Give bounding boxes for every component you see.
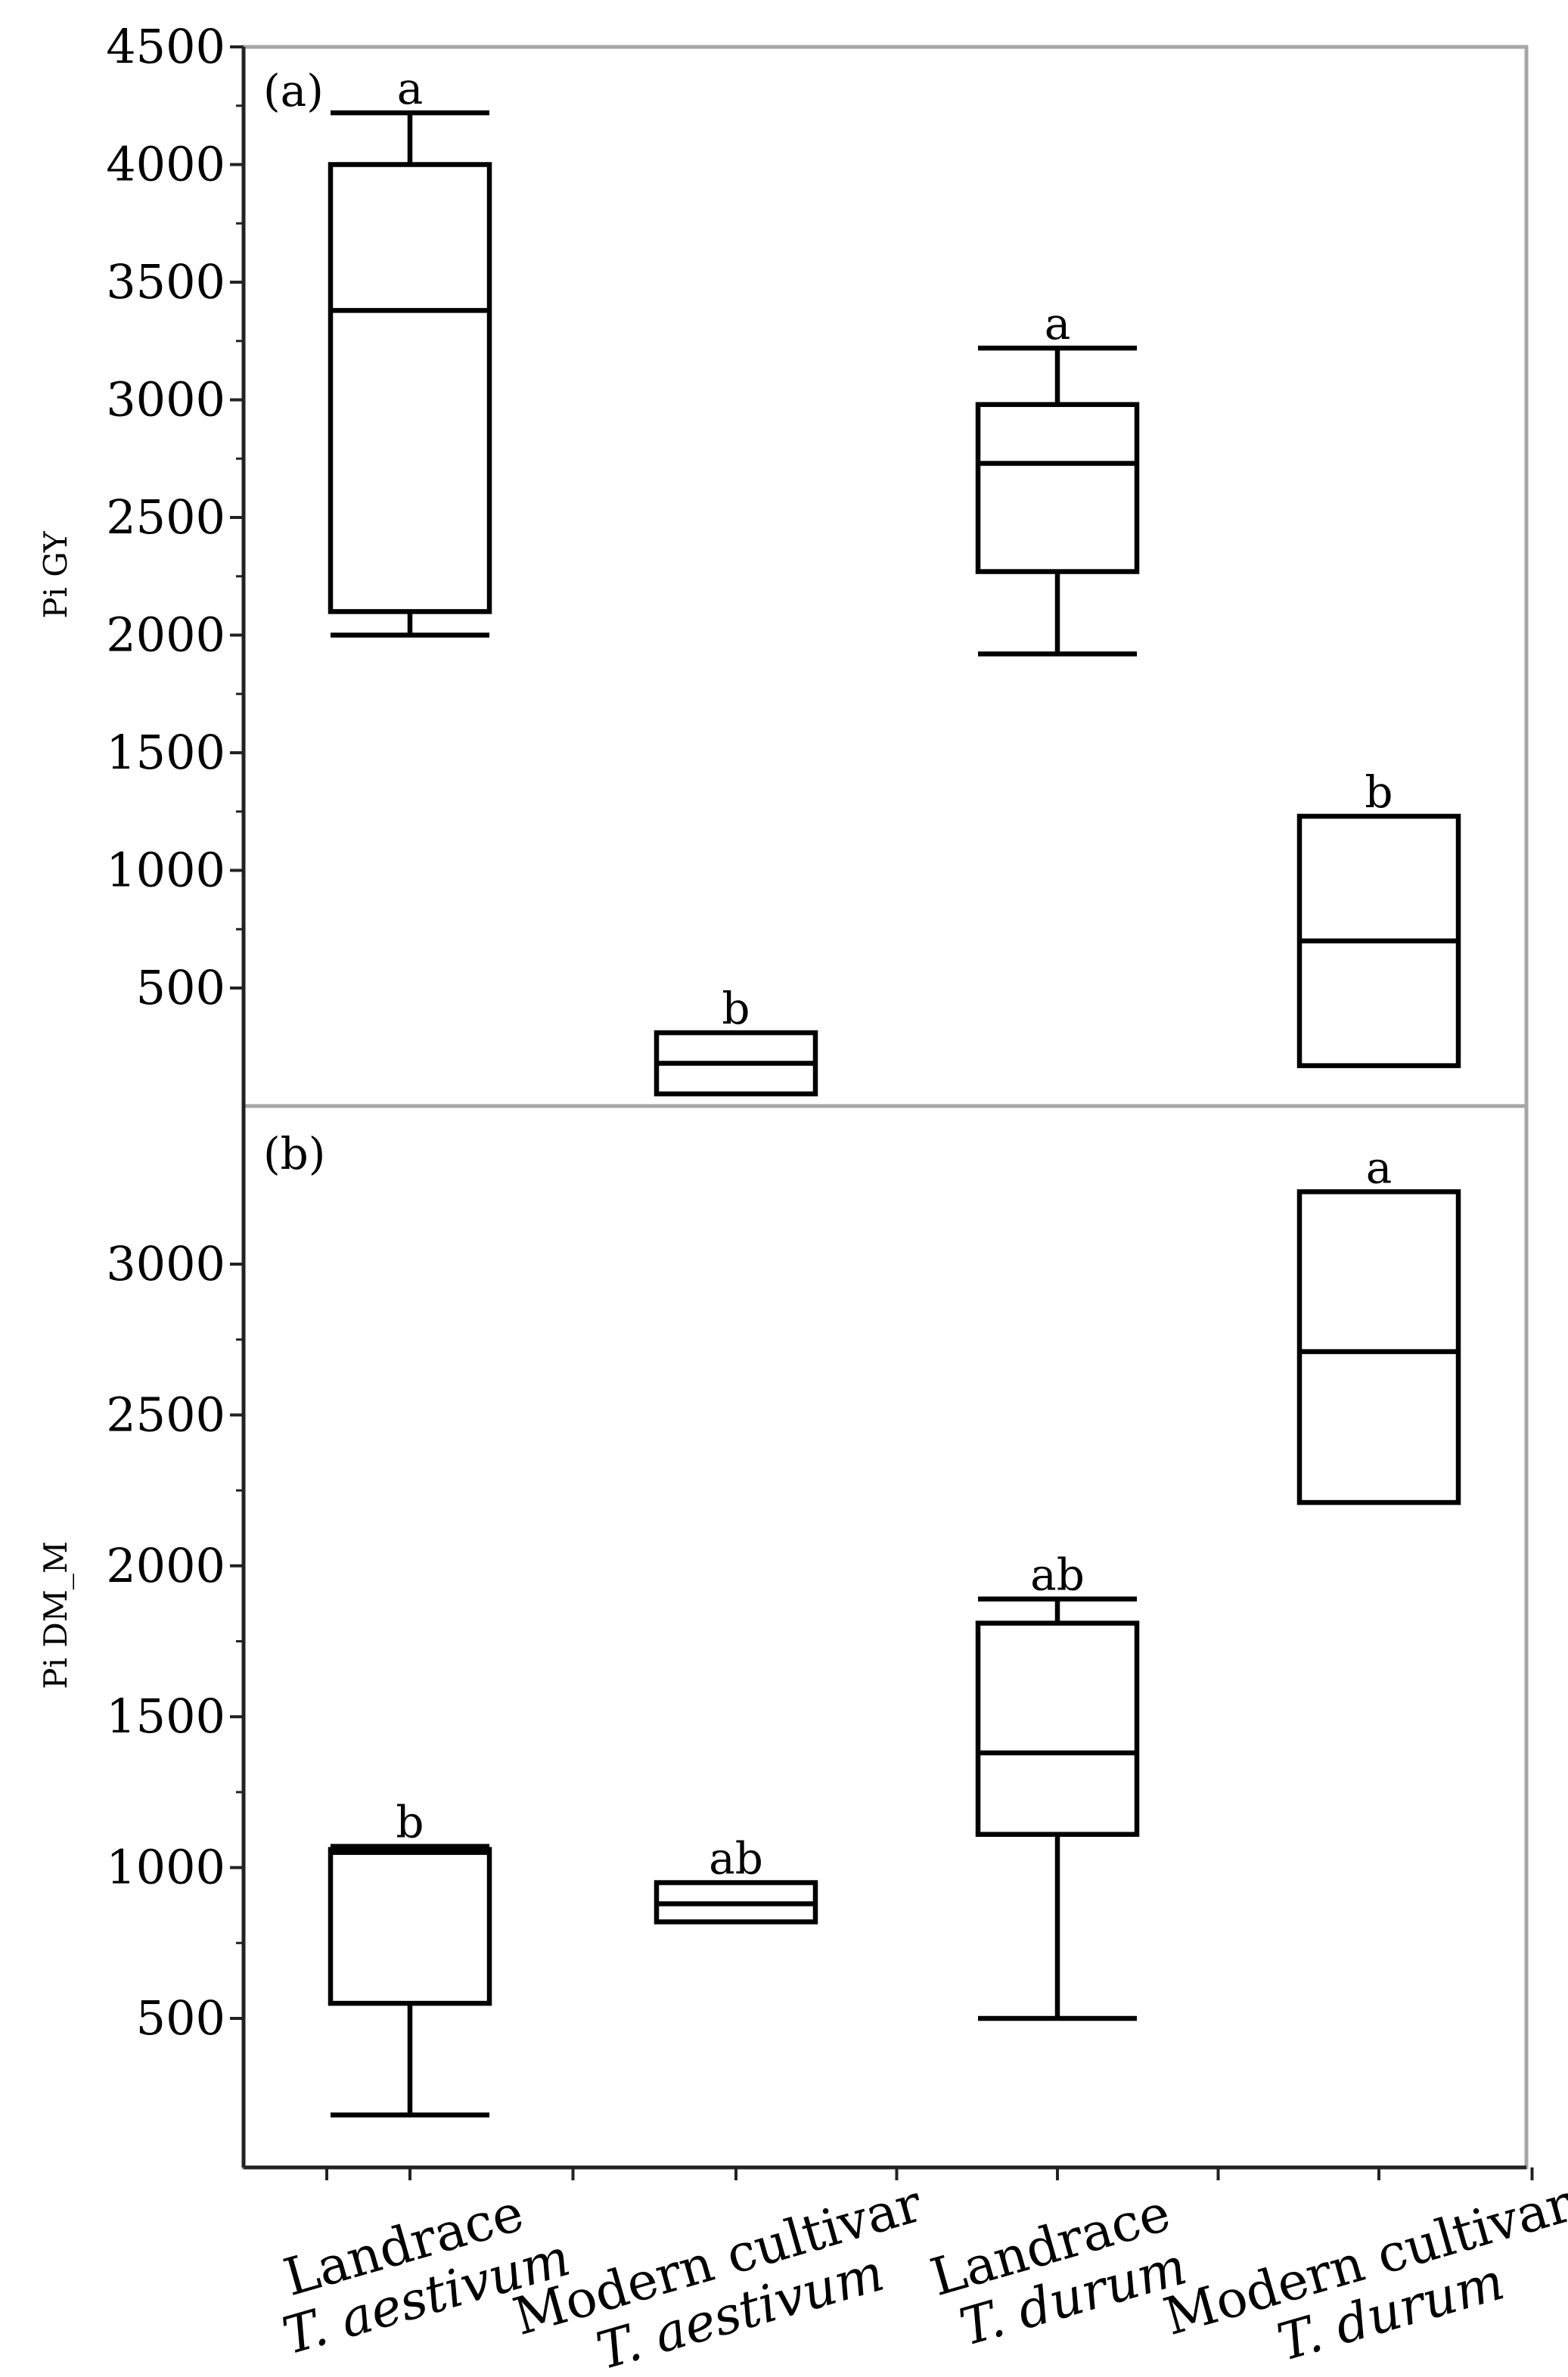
panel-b-y-tick-label: 3000 [106, 1236, 225, 1291]
panel-a-y-tick-label: 3500 [106, 254, 225, 309]
box-iqr [1296, 1189, 1461, 1505]
panel-b-frame [241, 1104, 1529, 2170]
panel-a-y-tick-label: 2000 [106, 607, 225, 663]
panel-b-box-2: ab [654, 1833, 818, 1925]
significance-label: a [1366, 1142, 1393, 1193]
panel-a-y-axis-label: Pi GY [37, 530, 74, 619]
panel-a-box-4: b [1296, 766, 1461, 1068]
panel-b-y-tick-label: 1000 [106, 1840, 225, 1895]
panel-b-y-tick-label: 500 [136, 1990, 225, 2046]
box-iqr [328, 162, 492, 614]
panel-b-box-4: a [1296, 1142, 1461, 1505]
panel-b-y-tick-label: 2000 [106, 1538, 225, 1593]
significance-label: a [1045, 298, 1071, 350]
box-iqr [975, 402, 1140, 574]
box-iqr [975, 1620, 1140, 1837]
panel-b-box-1: b [328, 1797, 492, 2118]
box-iqr [328, 1847, 492, 2006]
panel-a-box-3: a [975, 298, 1140, 657]
panel-a-y-tick-label: 4500 [106, 19, 225, 74]
significance-label: b [396, 1797, 424, 1848]
significance-label: a [397, 63, 424, 114]
panel-b-y-axis-label: Pi DM_M [37, 1541, 74, 1689]
panel-a-y-tick-label: 3000 [106, 372, 225, 427]
panel-a-label: (a) [263, 65, 324, 117]
significance-label: b [1365, 766, 1393, 818]
panel-a-box-2: b [654, 983, 818, 1097]
significance-label: b [722, 983, 750, 1034]
panel-b-y-tick-label: 1500 [106, 1689, 225, 1744]
panel-a-box-1: a [328, 63, 492, 638]
panel-a-y-tick-label: 4000 [106, 137, 225, 192]
significance-label: ab [709, 1833, 763, 1885]
panel-b-box-3: ab [975, 1549, 1140, 2021]
panel-a-y-tick-label: 500 [136, 960, 225, 1015]
panel-b-y-tick-label: 2500 [106, 1387, 225, 1442]
panel-a-y-tick-label: 1000 [106, 843, 225, 898]
panel-b-label: (b) [263, 1128, 325, 1179]
significance-label: ab [1030, 1549, 1085, 1601]
panel-a-y-tick-label: 1500 [106, 725, 225, 780]
panel-a-frame [241, 45, 1529, 1108]
panel-a-y-tick-label: 2500 [106, 489, 225, 545]
